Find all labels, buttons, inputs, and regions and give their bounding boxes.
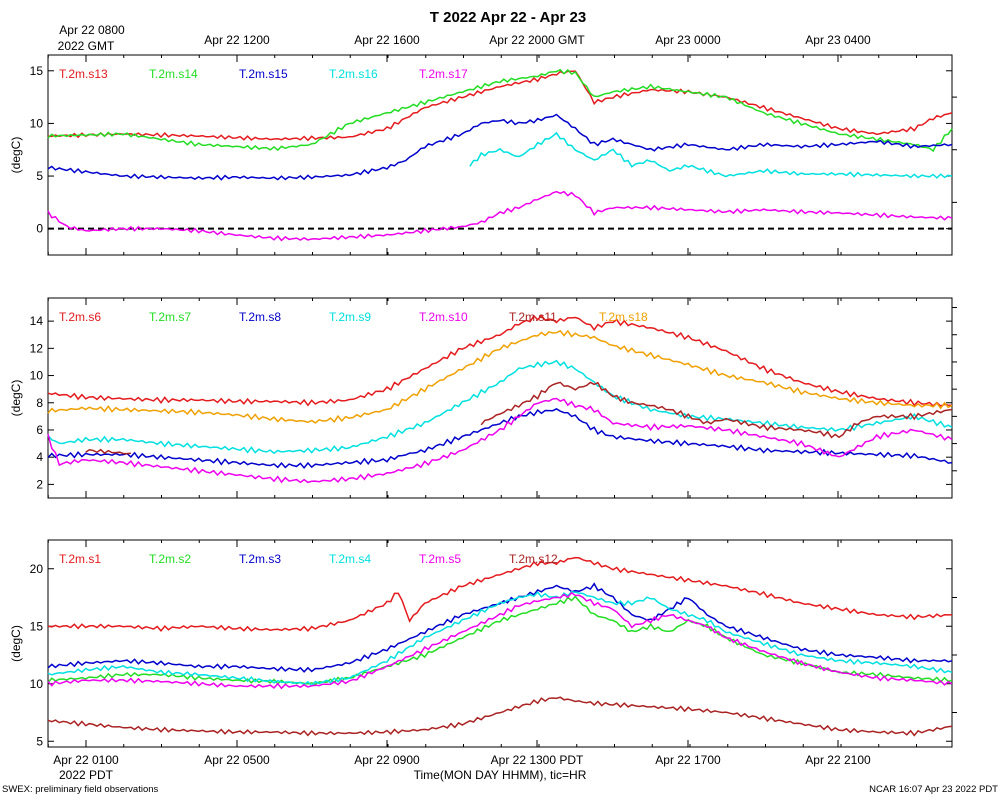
panel-middle: 2 4 6 8 10 12 14 (degC) T.2m.s6 T.2m.s7 T.2m.s8 T.2… (9, 297, 957, 499)
footer-right-note: NCAR 16:07 Apr 23 2022 PDT (869, 784, 998, 795)
y-tick-label: 0 (36, 222, 43, 236)
series-line-T.2m.s10 (47, 397, 953, 484)
y-tick-label: 10 (30, 677, 44, 691)
y-tick-label: 10 (30, 369, 44, 383)
panel-top: 0 5 10 15 (degC) T.2m.s13 T.2m.s14 T.2m.s15 T.2m… (9, 54, 957, 256)
legend-entry: T.2m.s9 (329, 310, 371, 324)
gmt-first-tick-label: Apr 22 0800 (59, 23, 125, 37)
legend-entry: T.2m.s5 (419, 552, 461, 566)
y-tick-label: 5 (36, 169, 43, 183)
series-line-T.2m.s11 (85, 381, 953, 455)
series-line-T.2m.s16 (469, 131, 953, 179)
series-line-T.2m.s9 (47, 359, 953, 455)
series-line-T.2m.s6 (47, 314, 953, 407)
panel-frame (47, 54, 953, 256)
footer-left-note: SWEX: preliminary field observations (2, 784, 159, 795)
legend-entry: T.2m.s11 (509, 310, 557, 324)
panel-frame (47, 297, 953, 499)
legend-entry: T.2m.s3 (239, 552, 281, 566)
series-line-T.2m.s13 (47, 70, 953, 142)
y-tick-label: 4 (36, 450, 43, 464)
legend-entry: T.2m.s1 (59, 552, 101, 566)
y-tick-label: 20 (30, 562, 44, 576)
legend-entry: T.2m.s7 (149, 310, 191, 324)
gmt-tick-label: Apr 23 0000 (655, 33, 721, 47)
panel-frame (47, 539, 953, 748)
gmt-tick-label: Apr 22 1200 (204, 33, 270, 47)
pdt-tick-label: Apr 22 1300 PDT (491, 753, 584, 767)
y-axis-label: (degC) (9, 137, 23, 174)
y-tick-label: 14 (30, 314, 44, 328)
series-line-T.2m.s2 (47, 595, 953, 686)
pdt-tick-label: Apr 22 0900 (354, 753, 420, 767)
pdt-tick-label: Apr 22 1700 (655, 753, 721, 767)
y-tick-label: 15 (30, 64, 44, 78)
legend-entry: T.2m.s4 (329, 552, 371, 566)
y-tick-label: 10 (30, 116, 44, 130)
y-tick-label: 12 (30, 341, 44, 355)
y-tick-label: 2 (36, 477, 43, 491)
series-line-T.2m.s12 (47, 696, 953, 737)
series-line-T.2m.s8 (47, 408, 953, 469)
pdt-tick-label: Apr 22 0500 (204, 753, 270, 767)
legend-entry: T.2m.s17 (419, 67, 468, 81)
series-line-T.2m.s17 (47, 190, 953, 242)
y-tick-label: 6 (36, 423, 43, 437)
gmt-year-label: 2022 GMT (58, 39, 115, 53)
pdt-tick-label: Apr 22 0100 (53, 753, 119, 767)
chart-title: T 2022 Apr 22 - Apr 23 (430, 9, 586, 26)
y-tick-label: 5 (36, 734, 43, 748)
series-line-T.2m.s5 (47, 591, 953, 690)
pdt-tick-label: Apr 22 2100 (805, 753, 871, 767)
series-line-T.2m.s15 (47, 113, 953, 181)
series-line-T.2m.s14 (47, 68, 953, 153)
series-line-T.2m.s3 (47, 582, 953, 673)
legend-entry: T.2m.s15 (239, 67, 288, 81)
legend-entry: T.2m.s14 (149, 67, 198, 81)
series-line-T.2m.s18 (47, 329, 953, 424)
pdt-year-label: 2022 PDT (59, 768, 114, 782)
legend-entry: T.2m.s12 (509, 552, 558, 566)
series-line-T.2m.s4 (47, 590, 953, 687)
legend-entry: T.2m.s8 (239, 310, 281, 324)
legend-entry: T.2m.s16 (329, 67, 378, 81)
legend-entry: T.2m.s2 (149, 552, 191, 566)
gmt-tick-label: Apr 22 1600 (354, 33, 420, 47)
legend-entry: T.2m.s10 (419, 310, 468, 324)
y-axis-label: (degC) (9, 625, 23, 662)
legend-entry: T.2m.s18 (599, 310, 648, 324)
gmt-tick-label: Apr 23 0400 (805, 33, 871, 47)
panel-bottom: 5 10 15 20 (degC) T.2m.s1 T.2m.s2 T.2m.s3 T.2m.s… (9, 539, 957, 748)
y-tick-label: 8 (36, 396, 43, 410)
series-line-T.2m.s1 (47, 556, 953, 633)
legend-entry: T.2m.s6 (59, 310, 101, 324)
y-axis-label: (degC) (9, 380, 23, 417)
y-tick-label: 15 (30, 619, 44, 633)
gmt-tick-label: Apr 22 2000 GMT (489, 33, 585, 47)
legend-entry: T.2m.s13 (59, 67, 108, 81)
x-axis-label: Time(MON DAY HHMM), tic=HR (414, 768, 587, 782)
